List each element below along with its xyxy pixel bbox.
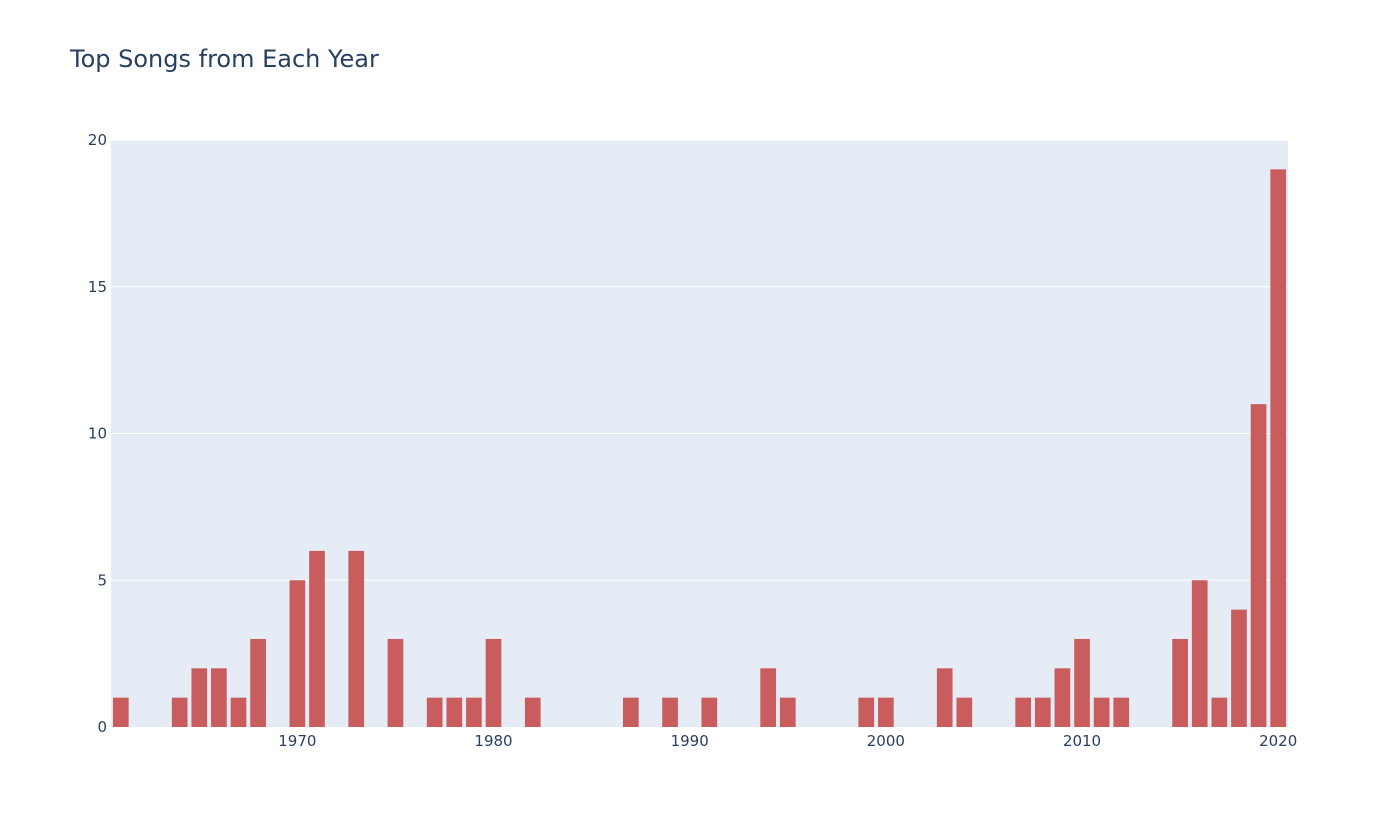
bar-1989[interactable]	[662, 697, 678, 727]
x-tick-label: 1990	[671, 732, 709, 750]
bar-2016[interactable]	[1191, 580, 1208, 727]
y-tick-label: 10	[88, 425, 107, 443]
bar-1965[interactable]	[191, 668, 208, 727]
x-tick-label: 1970	[278, 732, 316, 750]
bar-2011[interactable]	[1093, 697, 1110, 727]
bar-1995[interactable]	[779, 697, 796, 727]
bar-1968[interactable]	[250, 638, 266, 727]
x-axis-ticks: 1970 1980 1990 2000 2010 2020	[278, 732, 1297, 750]
bar-2010[interactable]	[1074, 638, 1090, 727]
bar-2019[interactable]	[1250, 404, 1267, 727]
bar-1980[interactable]	[485, 638, 502, 727]
x-tick-label: 2020	[1259, 732, 1297, 750]
bar-1987[interactable]	[622, 697, 639, 727]
bar-2015[interactable]	[1172, 638, 1188, 727]
y-tick-label: 15	[88, 278, 107, 296]
bar-1971[interactable]	[309, 550, 325, 727]
bar-2008[interactable]	[1034, 697, 1051, 727]
y-axis-ticks: 0 5 10 15 20	[88, 131, 107, 736]
bar-1970[interactable]	[289, 580, 306, 727]
bar-1966[interactable]	[211, 668, 227, 727]
bar-1982[interactable]	[524, 697, 541, 727]
gridlines	[111, 139, 1288, 581]
bar-2003[interactable]	[936, 668, 953, 727]
bars	[112, 169, 1287, 728]
bar-1961[interactable]	[112, 697, 129, 727]
bar-2004[interactable]	[956, 697, 973, 727]
y-tick-label: 0	[97, 718, 107, 736]
bar-2009[interactable]	[1054, 668, 1071, 727]
chart-title: Top Songs from Each Year	[70, 45, 379, 73]
x-tick-label: 2000	[867, 732, 905, 750]
y-tick-label: 5	[97, 571, 107, 589]
bar-2007[interactable]	[1015, 697, 1032, 727]
bar-2012[interactable]	[1113, 697, 1130, 727]
bar-1991[interactable]	[701, 697, 718, 727]
bar-2018[interactable]	[1231, 609, 1247, 727]
bar-1964[interactable]	[171, 697, 188, 727]
x-tick-label: 1980	[474, 732, 512, 750]
bar-1979[interactable]	[466, 697, 482, 727]
bar-2000[interactable]	[878, 697, 894, 727]
bar-1994[interactable]	[760, 668, 777, 727]
bar-2020[interactable]	[1270, 169, 1287, 728]
bar-1978[interactable]	[446, 697, 463, 727]
x-tick-label: 2010	[1063, 732, 1101, 750]
bar-1999[interactable]	[858, 697, 875, 727]
y-tick-label: 20	[88, 131, 107, 149]
bar-1967[interactable]	[230, 697, 247, 727]
bar-2017[interactable]	[1211, 697, 1228, 727]
bar-1973[interactable]	[348, 550, 365, 727]
bar-1975[interactable]	[387, 638, 404, 727]
bar-1977[interactable]	[426, 697, 443, 727]
